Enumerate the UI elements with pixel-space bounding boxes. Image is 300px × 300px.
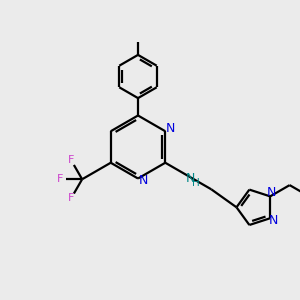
Text: F: F: [68, 193, 74, 203]
Text: F: F: [68, 155, 74, 165]
Text: H: H: [192, 178, 200, 188]
Text: N: N: [166, 122, 175, 135]
Text: N: N: [269, 214, 278, 227]
Text: N: N: [139, 174, 148, 188]
Text: N: N: [267, 186, 276, 199]
Text: F: F: [57, 174, 63, 184]
Text: N: N: [186, 172, 195, 185]
